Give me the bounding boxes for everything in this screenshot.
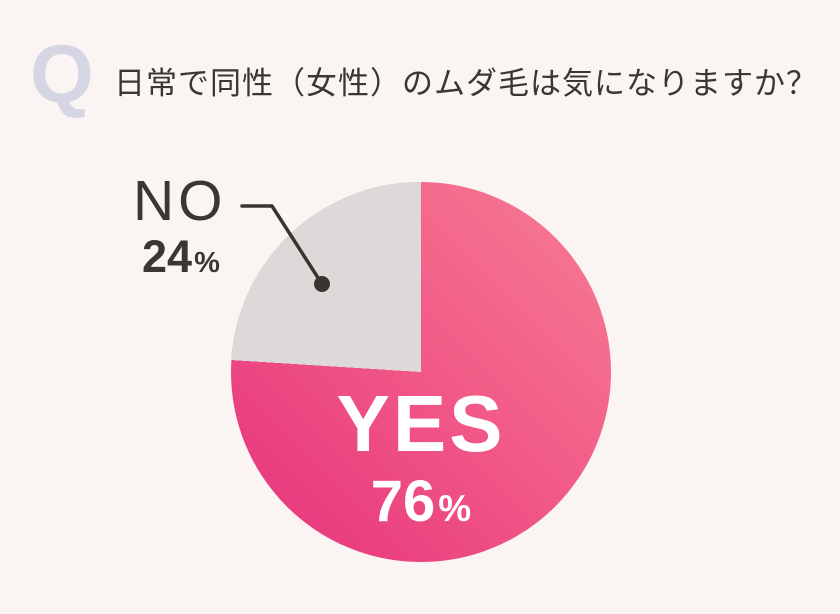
no-percentage-value: 24 [142, 230, 193, 282]
pie-chart: YES 76% [231, 182, 611, 562]
question-mark-q-icon: Q [30, 29, 94, 120]
yes-slice-label: YES 76% [231, 384, 611, 531]
yes-label-text: YES [336, 379, 506, 468]
no-slice-label: NO 24% [133, 170, 227, 279]
no-percentage: 24% [142, 234, 227, 279]
yes-percentage-value: 76 [370, 469, 436, 534]
no-label-text: NO [133, 169, 227, 233]
yes-percent-sign: % [438, 488, 472, 529]
survey-question-title: 日常で同性（女性）のムダ毛は気になりますか？ [114, 66, 818, 101]
no-percent-sign: % [194, 246, 220, 279]
yes-percentage: 76% [231, 473, 611, 531]
